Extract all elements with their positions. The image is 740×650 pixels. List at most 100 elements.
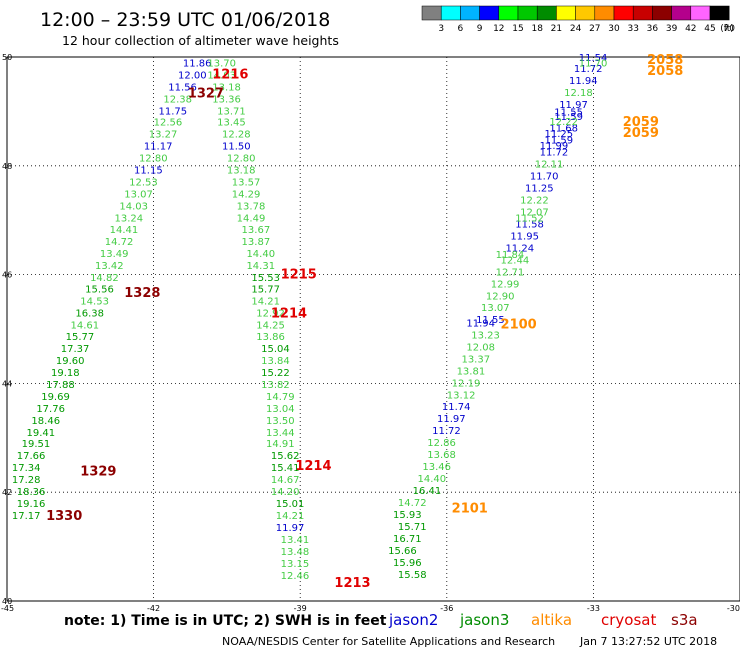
swh-value-label: 14.49 — [237, 213, 266, 224]
colorbar-swatch — [575, 5, 596, 21]
colorbar-tick-label: 42 — [685, 24, 696, 34]
x-tick-label: -39 — [294, 604, 307, 613]
x-tick-labels: -45 -42 -39 -36 -33 -30 — [1, 604, 740, 613]
y-tick-label: 40 — [2, 597, 12, 606]
swh-value-label: 19.69 — [41, 392, 70, 403]
swh-value-label: 13.44 — [266, 428, 295, 439]
swh-value-label: 12.08 — [466, 342, 495, 353]
swh-value-label: 14.20 — [271, 487, 300, 498]
swh-value-label: 13.45 — [217, 118, 246, 129]
swh-value-label: 15.53 — [251, 273, 280, 284]
pass-time-label: 1215 — [281, 268, 317, 283]
swh-value-label: 14.40 — [246, 249, 275, 260]
swh-value-label: 14.21 — [251, 297, 280, 308]
swh-value-label: 12.92 — [256, 309, 285, 320]
x-tick-label: -42 — [147, 604, 160, 613]
swh-value-label: 13.18 — [227, 166, 256, 177]
swh-value-label: 12.38 — [163, 94, 192, 105]
swh-value-label: 14.61 — [71, 321, 100, 332]
swh-value-label: 11.68 — [549, 124, 578, 135]
swh-value-label: 14.31 — [246, 261, 275, 272]
swh-value-label: 15.58 — [398, 570, 427, 581]
swh-value-label: 13.49 — [100, 249, 129, 260]
swh-value-label: 16.71 — [393, 534, 422, 545]
swh-value-label: 17.66 — [17, 451, 46, 462]
swh-value-label: 13.86 — [256, 332, 285, 343]
x-tick-label: -33 — [587, 604, 600, 613]
legend-cryosat: cryosat — [601, 611, 656, 629]
colorbar-tick-label: 30 — [608, 24, 620, 34]
swh-value-label: 16.38 — [75, 309, 104, 320]
pass-time-annotations: 1216 1327 1215 1328 1214 1214 1329 1330 1213 2101… — [46, 53, 683, 591]
swh-value-label: 17.34 — [12, 463, 41, 474]
swh-value-label: 13.07 — [124, 190, 153, 201]
colorbar-swatch — [479, 5, 500, 21]
colorbar-tick-label: 70 — [723, 24, 735, 34]
colorbar-tick-label: 33 — [627, 24, 638, 34]
swh-value-label: 14.53 — [80, 297, 109, 308]
legend-jason2: jason2 — [388, 611, 438, 629]
swh-value-label: 14.79 — [266, 392, 295, 403]
swh-value-label: 11.94 — [569, 76, 598, 87]
colorbar-tick-label: 15 — [512, 24, 523, 34]
swh-value-label: 11.97 — [276, 523, 305, 534]
colorbar-tick-label: 3 — [438, 24, 444, 34]
swh-value-label: 15.71 — [398, 522, 427, 533]
swh-value-label: 11.55 — [476, 315, 505, 326]
swh-value-label: 11.52 — [515, 213, 544, 224]
swh-value-label: 13.24 — [115, 213, 144, 224]
swh-value-label: 19.51 — [22, 439, 51, 450]
colorbar-swatch — [556, 5, 576, 21]
y-tick-label: 42 — [2, 488, 12, 497]
swh-value-label: 11.97 — [559, 100, 588, 111]
swh-value-label: 12.80 — [139, 154, 168, 165]
swh-value-label: 13.50 — [266, 416, 295, 427]
swh-value-label: 18.36 — [17, 487, 46, 498]
swh-value-label: 15.56 — [85, 285, 114, 296]
swh-value-label: 19.16 — [17, 499, 46, 510]
colorbar: 3 6 9 12 15 18 21 24 27 30 33 36 39 42 45 70(ft) — [421, 5, 735, 34]
swh-value-label: 13.78 — [237, 202, 266, 213]
swh-value-label: 12.00 — [178, 70, 207, 81]
swh-value-label: 15.01 — [276, 499, 305, 510]
pass-time-label: 1330 — [46, 509, 82, 524]
swh-value-label: 12.71 — [496, 267, 525, 278]
swh-value-label: 12.46 — [281, 571, 310, 582]
y-tick-label: 48 — [2, 162, 12, 171]
swh-value-label: 12.19 — [452, 378, 481, 389]
pass-time-label: 1213 — [334, 576, 370, 591]
swh-value-label: 11.84 — [496, 250, 525, 261]
colorbar-swatch — [421, 5, 442, 21]
footer-note: note: 1) Time is in UTC; 2) SWH is in fe… — [64, 613, 387, 629]
colorbar-tick-label: 39 — [666, 24, 678, 34]
colorbar-tick-label: 9 — [477, 24, 483, 34]
swh-value-label: 12.99 — [491, 279, 520, 290]
swh-value-label: 11.70 — [579, 58, 608, 69]
data-labels: 11.8612.0011.5612.3811.7512.5613.2711.17… — [12, 53, 607, 582]
swh-value-label: 12.56 — [154, 118, 183, 129]
pass-time-label: 2059 — [623, 115, 659, 130]
swh-value-label: 13.04 — [266, 404, 295, 415]
y-tick-label: 44 — [2, 379, 12, 388]
swh-value-label: 13.67 — [242, 225, 271, 236]
swh-value-label: 12.11 — [535, 160, 564, 171]
swh-value-label: 14.03 — [119, 202, 148, 213]
swh-value-label: 11.58 — [515, 219, 544, 230]
colorbar-tick-label: 21 — [551, 24, 562, 34]
swh-value-label: 14.25 — [256, 321, 285, 332]
y-tick-label: 50 — [2, 53, 12, 62]
swh-value-label: 15.66 — [388, 546, 417, 557]
plot-frame — [6, 56, 740, 602]
swh-value-label: 13.37 — [461, 354, 490, 365]
swh-value-label: 11.24 — [505, 243, 534, 254]
colorbar-tick-label: 27 — [589, 24, 600, 34]
swh-value-label: 17.76 — [36, 404, 65, 415]
swh-value-label: 12.90 — [486, 291, 515, 302]
colorbar-tick-label: 45 — [704, 24, 715, 34]
pass-time-label: 2100 — [501, 318, 537, 333]
x-tick-label: -36 — [440, 604, 453, 613]
footer-timestamp: Jan 7 13:27:52 UTC 2018 — [579, 635, 717, 648]
swh-value-label: 13.12 — [447, 390, 476, 401]
swh-value-label: 11.72 — [574, 64, 603, 75]
swh-value-label: 13.82 — [261, 380, 290, 391]
